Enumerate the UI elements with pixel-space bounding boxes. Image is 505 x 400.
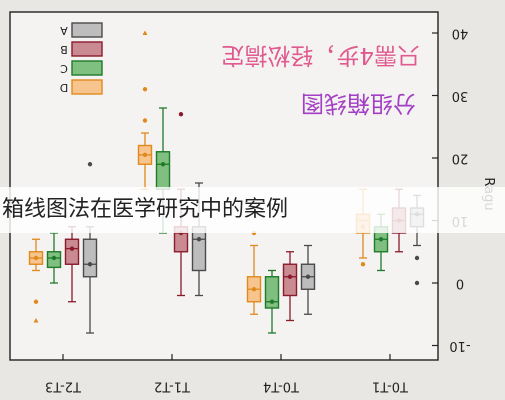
box-iqr: [64, 238, 80, 265]
x-tick-label: T2-T3: [45, 379, 82, 394]
y-tick-label: 40: [452, 26, 469, 41]
box-T0-T4-C: [264, 269, 280, 334]
box-T0-T4-A: [300, 244, 316, 315]
box-T2-T3-D: [28, 238, 44, 323]
x-tick-label: T0-T1: [372, 379, 409, 394]
mean-point: [160, 162, 166, 167]
box-T2-T3-A: [82, 162, 98, 334]
outlier-point: [33, 318, 39, 323]
y-tick-label: 30: [452, 88, 469, 103]
mean-point: [69, 246, 75, 251]
box-iqr: [155, 151, 171, 190]
outlier-point: [414, 255, 420, 261]
overlay-title-line1: 只需4步，轻松搞定: [221, 42, 420, 68]
x-tick-label: T1-T2: [154, 379, 191, 394]
overlay-title-line2: 分组箱线图: [301, 90, 416, 116]
title-overlay: 只需4步，轻松搞定 分组箱线图: [221, 42, 420, 116]
y-tick-label: 0: [456, 276, 464, 291]
mean-point: [305, 274, 311, 279]
outlier-point: [142, 30, 148, 35]
box-iqr: [282, 263, 298, 297]
outlier-point: [87, 162, 93, 167]
box-T2-T3-C: [46, 232, 62, 284]
legend-label-C: C: [60, 62, 68, 75]
mean-point: [196, 237, 202, 242]
mean-point: [287, 274, 293, 279]
y-tick-label: -10: [449, 338, 470, 353]
y-tick-label: 20: [452, 151, 469, 166]
legend-label-D: D: [60, 81, 68, 94]
mean-point: [251, 287, 257, 292]
box-T0-T4-B: [282, 251, 298, 322]
boxes: [28, 30, 425, 334]
mean-point: [269, 299, 275, 304]
mean-point: [378, 237, 384, 242]
box-iqr: [191, 226, 207, 272]
caption-banner: 箱线图法在医学研究中的案例: [0, 187, 505, 233]
legend-label-A: A: [60, 24, 68, 37]
legend-label-B: B: [60, 43, 68, 56]
legend-swatch-A: [71, 22, 103, 38]
mean-point: [33, 255, 39, 261]
x-tick-label: T0-T4: [263, 379, 300, 394]
legend-swatch-C: [71, 60, 103, 76]
legend-swatch-B: [71, 41, 103, 57]
outlier-point: [178, 112, 184, 117]
box-T2-T3-B: [64, 226, 80, 303]
mean-point: [51, 255, 57, 261]
box-iqr: [82, 238, 98, 278]
legend-swatch-D: [71, 79, 103, 95]
outlier-point: [142, 87, 148, 92]
box-iqr: [264, 276, 280, 309]
outlier-point: [33, 299, 39, 304]
outlier-point: [414, 280, 420, 286]
plot-frame: [9, 11, 439, 361]
outlier-point: [360, 262, 366, 267]
outlier-point: [142, 118, 148, 123]
mean-point: [87, 262, 93, 267]
mean-point: [142, 152, 148, 158]
